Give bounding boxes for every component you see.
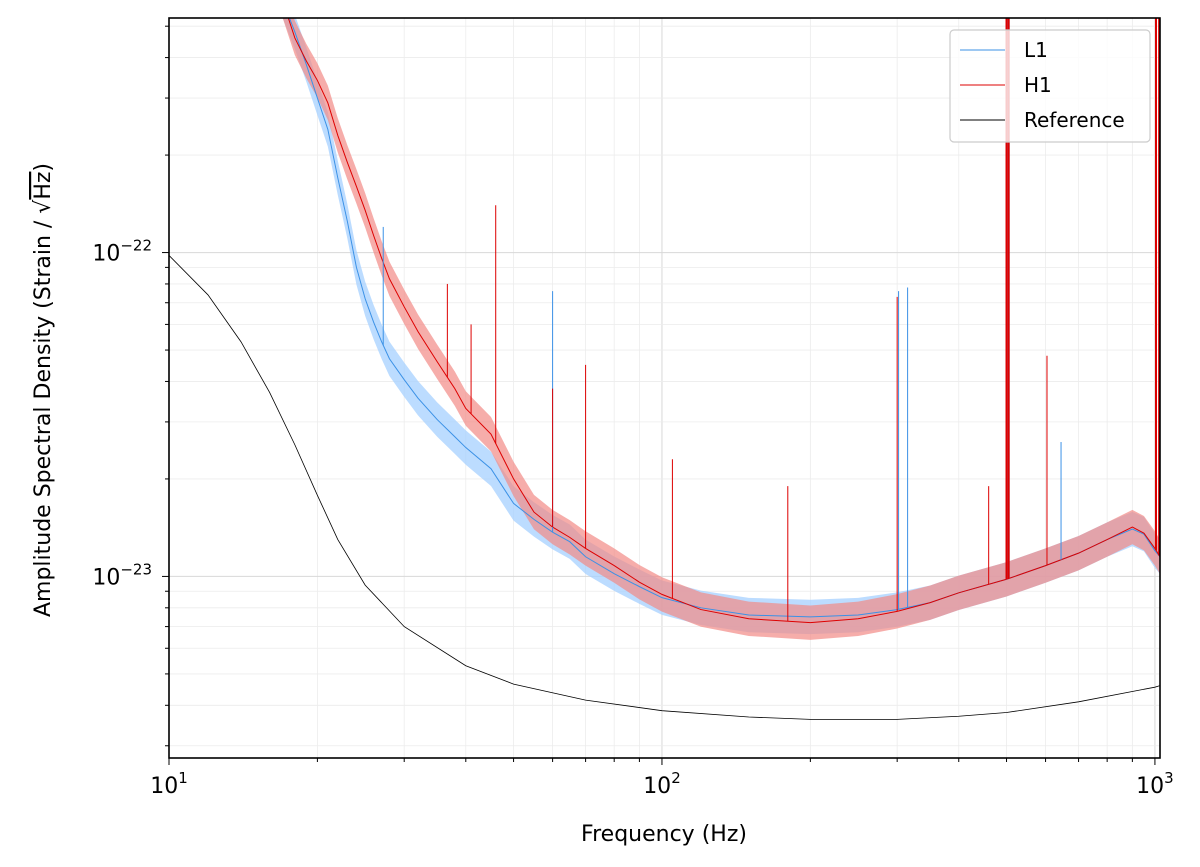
x-axis-title: Frequency (Hz) <box>581 822 747 847</box>
x-tick-label: 102 <box>643 769 681 799</box>
uncertainty-bands <box>282 18 1160 640</box>
legend-label-h1: H1 <box>1024 73 1052 97</box>
legend-box <box>949 29 1151 143</box>
band-l1 <box>282 18 1160 635</box>
line-reference <box>169 255 1160 720</box>
x-tick-label: 101 <box>150 769 188 799</box>
y-axis-title: Amplitude Spectral Density (Strain / √Hz… <box>31 163 56 617</box>
y-tick-label: 10−22 <box>92 237 152 267</box>
plot-frame <box>168 17 1161 759</box>
ylabel-radical: √ <box>31 199 56 214</box>
y-tick-label: 10−23 <box>92 560 152 590</box>
legend-label-reference: Reference <box>1024 108 1125 132</box>
legend: L1 H1 Reference <box>949 29 1151 143</box>
x-tick-label: 103 <box>1136 769 1174 799</box>
ylabel-unit: Hz <box>31 172 56 200</box>
axis-ticks: 101 102 103 10−23 10−22 <box>92 25 1174 799</box>
legend-label-l1: L1 <box>1024 38 1048 62</box>
